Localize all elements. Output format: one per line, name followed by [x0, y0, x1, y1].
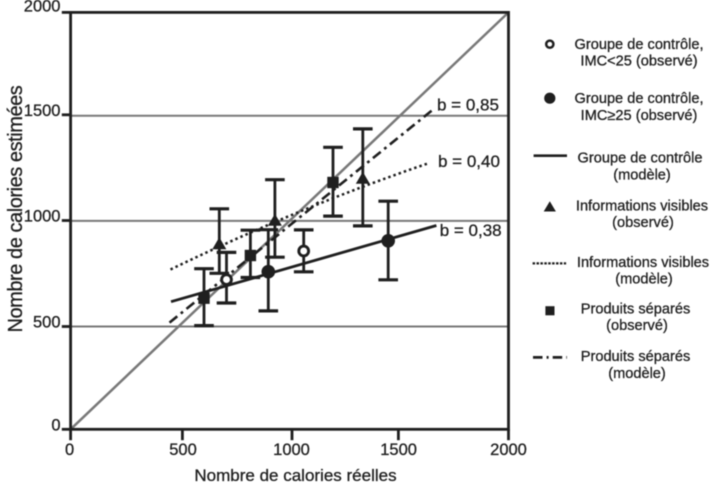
svg-text:2000: 2000 — [24, 0, 61, 16]
svg-text:IMC<25 (observé): IMC<25 (observé) — [580, 53, 697, 69]
svg-text:500: 500 — [169, 441, 197, 459]
svg-text:0: 0 — [51, 416, 60, 434]
svg-text:1500: 1500 — [380, 441, 417, 459]
svg-text:Groupe de contrôle,: Groupe de contrôle, — [575, 91, 704, 107]
svg-text:2000: 2000 — [490, 441, 527, 459]
svg-text:Produits séparés: Produits séparés — [581, 349, 691, 365]
svg-text:(observé): (observé) — [606, 318, 668, 334]
svg-text:Nombre de calories réelles: Nombre de calories réelles — [194, 466, 396, 484]
svg-text:1000: 1000 — [24, 208, 61, 226]
svg-text:IMC≥25 (observé): IMC≥25 (observé) — [581, 108, 698, 124]
svg-text:(modèle): (modèle) — [608, 366, 666, 382]
svg-text:b = 0,40: b = 0,40 — [438, 152, 500, 171]
svg-text:Produits séparés: Produits séparés — [581, 302, 691, 318]
svg-text:Groupe de contrôle,: Groupe de contrôle, — [575, 37, 704, 53]
svg-text:Informations visibles: Informations visibles — [577, 255, 709, 271]
svg-text:(modèle): (modèle) — [615, 271, 673, 287]
svg-text:b = 0,85: b = 0,85 — [437, 96, 499, 115]
svg-text:Groupe de contrôle: Groupe de contrôle — [578, 151, 703, 167]
svg-text:(modèle): (modèle) — [613, 167, 671, 183]
svg-text:(observé): (observé) — [612, 215, 674, 231]
svg-text:500: 500 — [33, 314, 61, 332]
svg-text:Informations visibles: Informations visibles — [576, 199, 708, 215]
svg-text:1500: 1500 — [24, 102, 61, 120]
svg-text:b = 0,38: b = 0,38 — [440, 221, 502, 240]
svg-text:0: 0 — [65, 441, 74, 459]
svg-text:Nombre de calories estimées: Nombre de calories estimées — [5, 85, 27, 332]
svg-text:1000: 1000 — [273, 441, 310, 459]
